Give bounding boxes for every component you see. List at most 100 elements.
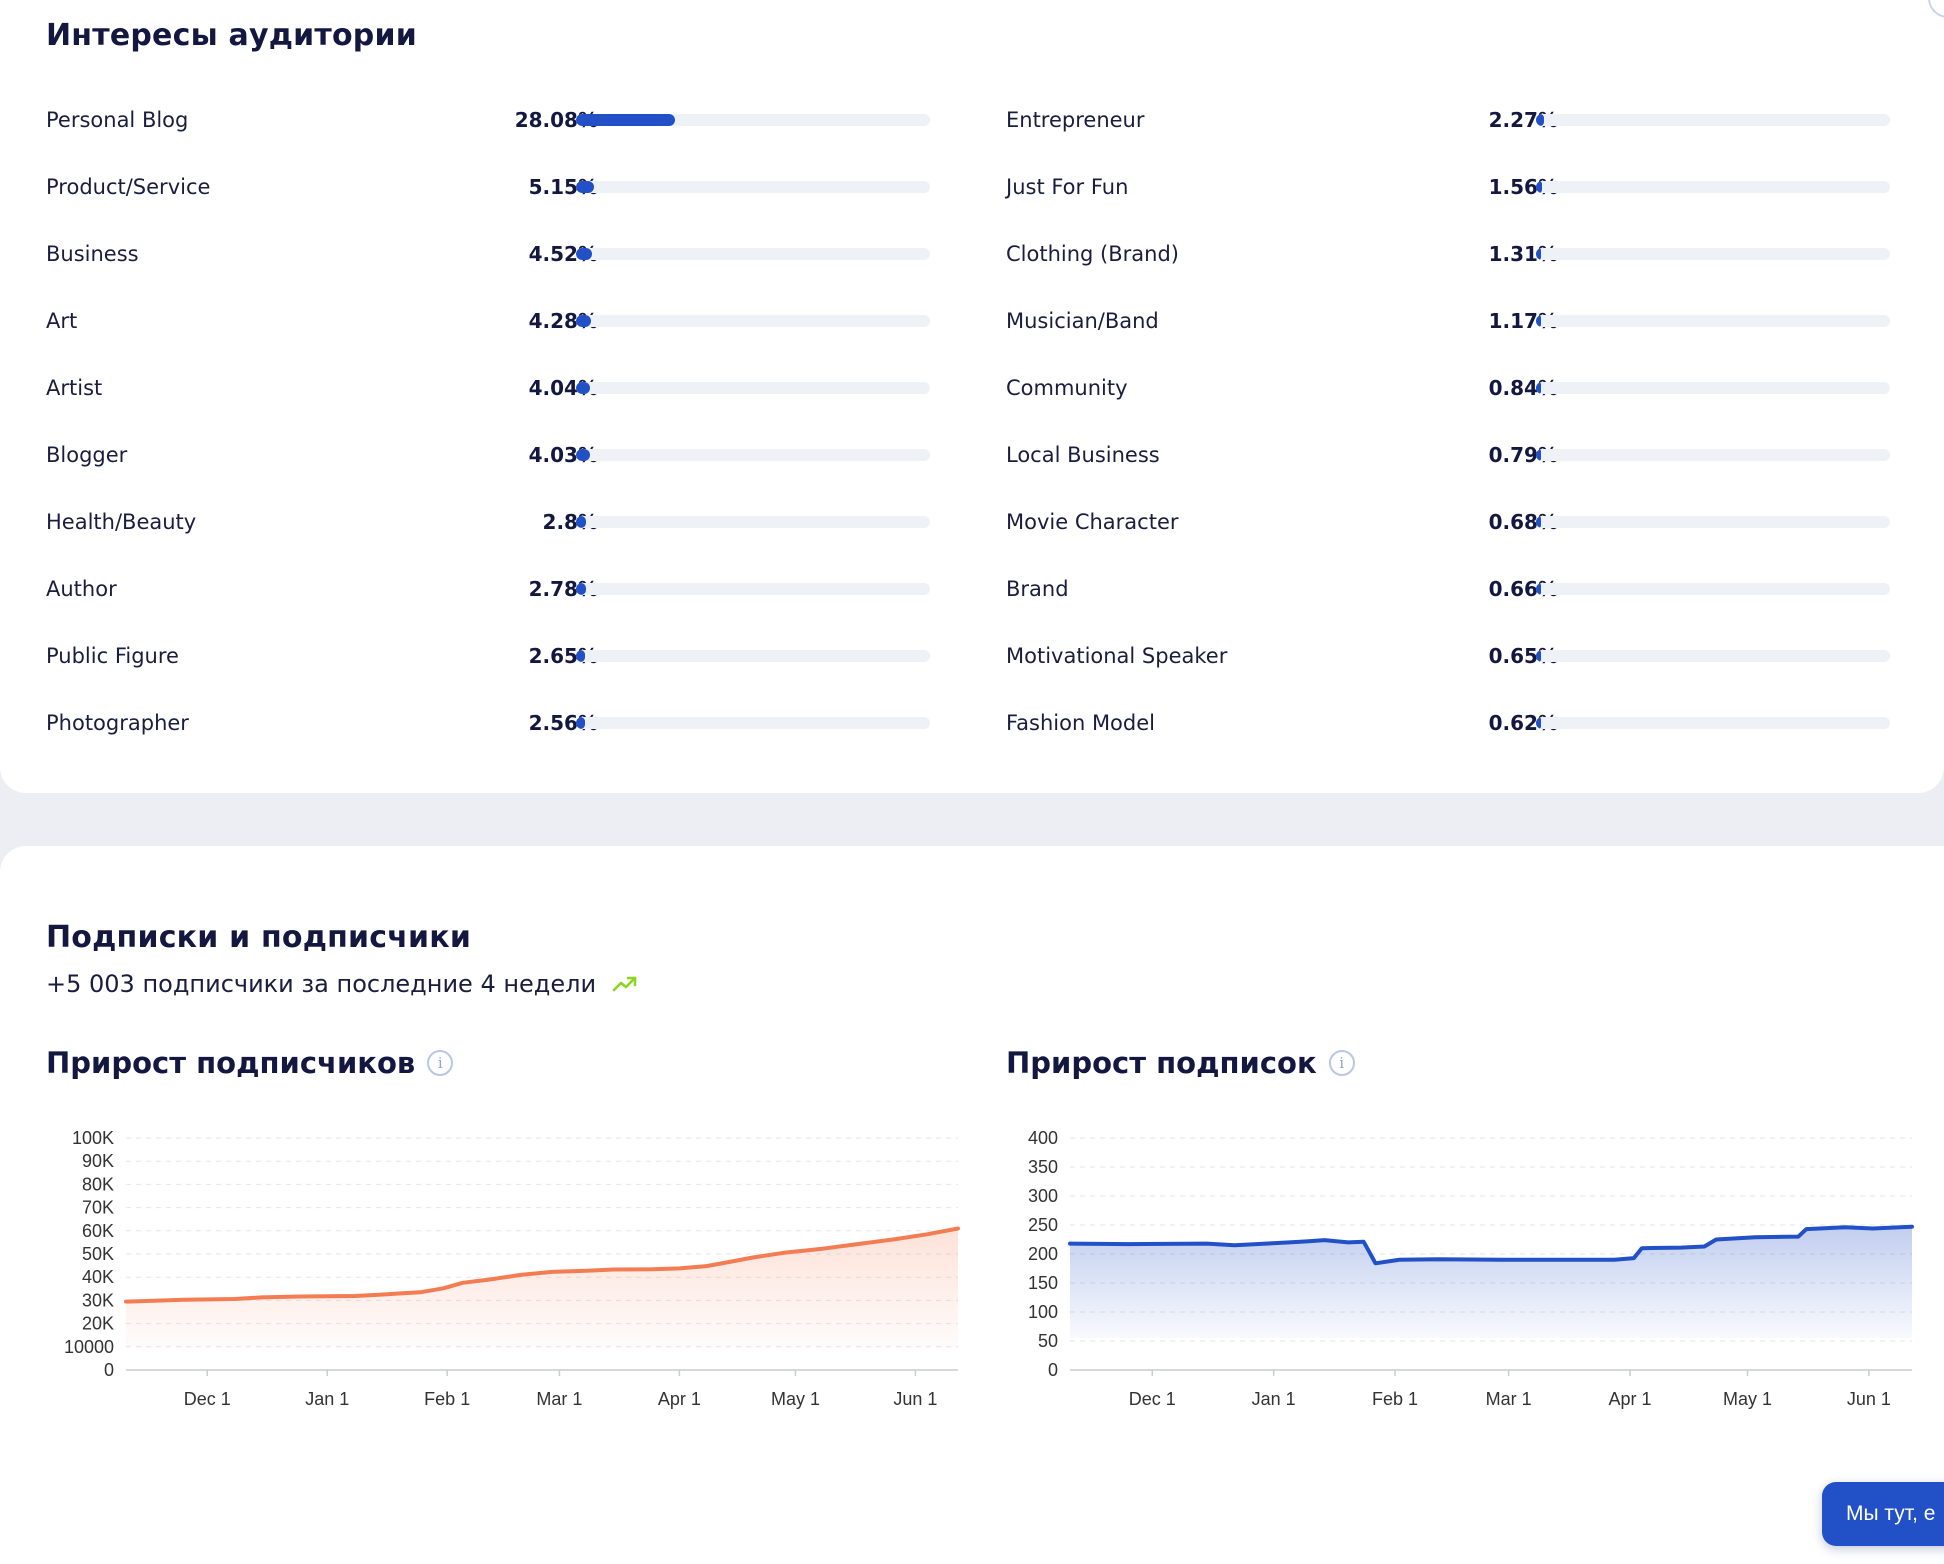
- y-tick-label: 90K: [82, 1151, 114, 1171]
- interest-label: Author: [46, 577, 117, 601]
- series-line: [1068, 1224, 1914, 1266]
- interest-row: Blogger 4.03%: [46, 435, 946, 475]
- interest-bar-fill: [576, 114, 676, 126]
- trend-up-icon: [612, 976, 637, 992]
- interest-bar-fill: [1536, 717, 1541, 729]
- help-circle-icon[interactable]: [1928, 0, 1944, 18]
- interest-label: Blogger: [46, 443, 128, 467]
- interest-row: Author 2.78%: [46, 569, 946, 609]
- interest-bar-fill: [1536, 583, 1541, 595]
- series-area: [1070, 1226, 1912, 1338]
- interest-label: Movie Character: [1006, 510, 1179, 534]
- info-icon[interactable]: i: [427, 1050, 454, 1076]
- y-tick-label: 100: [1028, 1302, 1058, 1322]
- interest-row: Just For Fun 1.56%: [1006, 167, 1906, 207]
- x-tick-label: Jun 1: [893, 1389, 937, 1409]
- interest-label: Entrepreneur: [1006, 108, 1145, 132]
- interest-label: Public Figure: [46, 644, 179, 668]
- interest-bar-fill: [576, 248, 592, 260]
- interest-row: Community 0.84%: [1006, 368, 1906, 408]
- x-tick-label: Mar 1: [536, 1389, 582, 1409]
- x-tick-label: Dec 1: [184, 1389, 231, 1409]
- y-tick-label: 50: [1038, 1331, 1058, 1351]
- interest-bar-track: [1536, 382, 1890, 394]
- chat-widget-button[interactable]: Мы тут, е: [1822, 1482, 1944, 1546]
- interest-bar-fill: [576, 583, 586, 595]
- interest-row: Local Business 0.79%: [1006, 435, 1906, 475]
- interest-row: Business 4.52%: [46, 234, 946, 274]
- interest-row: Musician/Band 1.17%: [1006, 301, 1906, 341]
- interest-label: Fashion Model: [1006, 711, 1155, 735]
- x-tick-label: Dec 1: [1129, 1389, 1176, 1409]
- series-line: [124, 1226, 960, 1304]
- interest-bar-fill: [1536, 315, 1541, 327]
- interest-bar-fill: [576, 650, 586, 662]
- interest-bar-track: [576, 114, 930, 126]
- interest-bar-fill: [1536, 382, 1541, 394]
- y-tick-label: 350: [1028, 1157, 1058, 1177]
- y-tick-label: 150: [1028, 1273, 1058, 1293]
- x-tick-label: Jan 1: [305, 1389, 349, 1409]
- y-tick-label: 80K: [82, 1174, 114, 1194]
- interest-bar-track: [1536, 315, 1890, 327]
- interest-label: Business: [46, 242, 139, 266]
- interest-label: Brand: [1006, 577, 1069, 601]
- x-tick-label: Feb 1: [424, 1389, 470, 1409]
- y-tick-label: 250: [1028, 1215, 1058, 1235]
- interest-bar-fill: [576, 382, 591, 394]
- interest-row: Brand 0.66%: [1006, 569, 1906, 609]
- interest-bar-track: [576, 315, 930, 327]
- x-tick-label: May 1: [771, 1389, 820, 1409]
- chat-widget-label: Мы тут, е: [1846, 1502, 1936, 1525]
- x-tick-label: Feb 1: [1372, 1389, 1418, 1409]
- y-tick-label: 200: [1028, 1244, 1058, 1264]
- interests-title: Интересы аудитории: [46, 18, 417, 53]
- y-tick-label: 40K: [82, 1267, 114, 1287]
- interest-row: Personal Blog 28.08%: [46, 100, 946, 140]
- y-tick-label: 400: [1028, 1128, 1058, 1148]
- interest-bar-fill: [1536, 114, 1545, 126]
- interest-bar-track: [576, 382, 930, 394]
- followers-chart-title: Прирост подписчиков i: [46, 1046, 454, 1080]
- interest-bar-fill: [1536, 181, 1542, 193]
- y-tick-label: 60K: [82, 1221, 114, 1241]
- interest-row: Clothing (Brand) 1.31%: [1006, 234, 1906, 274]
- interest-bar-track: [576, 449, 930, 461]
- interest-bar-track: [1536, 181, 1890, 193]
- interest-bar-track: [576, 248, 930, 260]
- follower-growth-text: +5 003 подписчики за последние 4 недели: [46, 970, 597, 998]
- interest-label: Just For Fun: [1006, 175, 1129, 199]
- interest-bar-fill: [576, 315, 592, 327]
- interest-bar-fill: [1536, 516, 1541, 528]
- info-icon[interactable]: i: [1328, 1050, 1355, 1076]
- interest-bar-track: [1536, 583, 1890, 595]
- interest-bar-fill: [576, 181, 595, 193]
- interest-label: Personal Blog: [46, 108, 189, 132]
- following-chart-title-text: Прирост подписок: [1006, 1046, 1317, 1080]
- interest-bar-track: [576, 717, 930, 729]
- interest-row: Fashion Model 0.62%: [1006, 703, 1906, 743]
- interest-row: Product/Service 5.15%: [46, 167, 946, 207]
- interest-bar-track: [1536, 248, 1890, 260]
- interest-bar-track: [1536, 717, 1890, 729]
- y-tick-label: 70K: [82, 1198, 114, 1218]
- subscriptions-title: Подписки и подписчики: [46, 920, 472, 955]
- interest-label: Art: [46, 309, 78, 333]
- interest-label: Musician/Band: [1006, 309, 1159, 333]
- interest-label: Motivational Speaker: [1006, 644, 1228, 668]
- interest-bar-track: [1536, 114, 1890, 126]
- interest-bar-track: [1536, 516, 1890, 528]
- interest-row: Art 4.28%: [46, 301, 946, 341]
- y-tick-label: 30K: [82, 1290, 114, 1310]
- interest-row: Public Figure 2.65%: [46, 636, 946, 676]
- interest-bar-track: [1536, 449, 1890, 461]
- interest-label: Local Business: [1006, 443, 1160, 467]
- interest-label: Product/Service: [46, 175, 211, 199]
- followers-chart-title-text: Прирост подписчиков: [46, 1046, 416, 1080]
- interest-bar-fill: [1536, 248, 1541, 260]
- audience-interests-card: Интересы аудитории Personal Blog 28.08% Pr…: [0, 0, 1944, 793]
- x-tick-label: Jun 1: [1847, 1389, 1891, 1409]
- interest-bar-track: [576, 650, 930, 662]
- y-tick-label: 0: [104, 1360, 114, 1380]
- interest-label: Photographer: [46, 711, 189, 735]
